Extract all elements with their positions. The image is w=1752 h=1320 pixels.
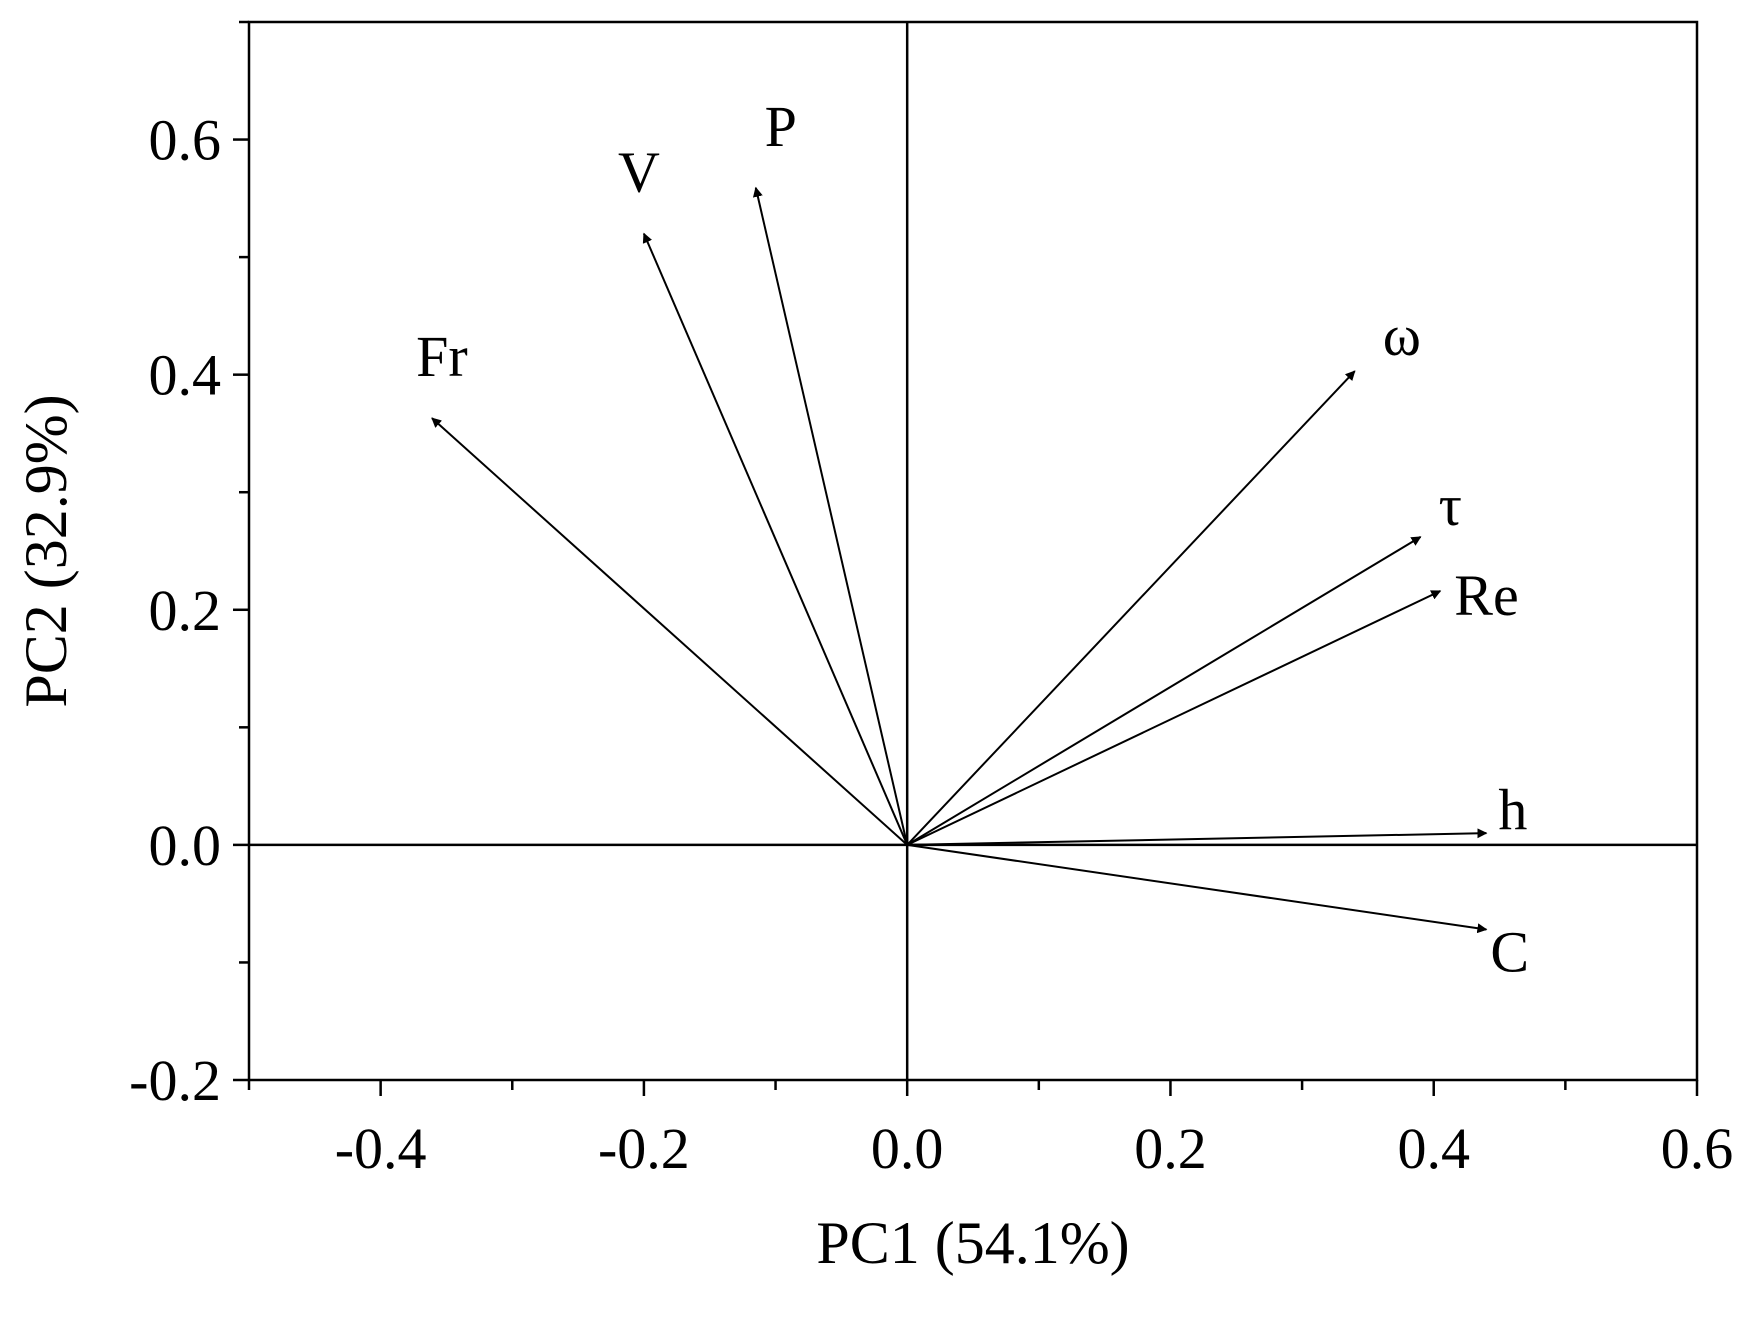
vector-label: Fr (416, 324, 468, 389)
y-tick-label: 0.6 (149, 108, 222, 173)
y-tick-label: 0.0 (149, 813, 222, 878)
x-tick-label: -0.4 (335, 1116, 427, 1181)
vector-label: τ (1439, 473, 1462, 538)
y-axis-title: PC2 (32.9%) (13, 394, 79, 707)
x-tick-labels: -0.4 -0.2 0.0 0.2 0.4 0.6 (335, 1116, 1734, 1181)
loading-vectors (431, 186, 1488, 934)
y-tick-label: 0.2 (149, 578, 222, 643)
y-tick-label: 0.4 (149, 343, 222, 408)
y-tick-label: -0.2 (129, 1048, 221, 1113)
vector-arrow-h (907, 828, 1488, 846)
x-tick-label: 0.2 (1134, 1116, 1207, 1181)
x-tick-label: 0.0 (871, 1116, 944, 1181)
x-tick-label: 0.6 (1661, 1116, 1734, 1181)
vector-arrow-Fr (431, 417, 908, 846)
plot-frame (247, 20, 1699, 1082)
vector-label: h (1498, 777, 1527, 842)
vector-label: Re (1454, 563, 1518, 628)
x-tick-label: 0.4 (1397, 1116, 1470, 1181)
vector-arrow-Re (906, 590, 1442, 846)
vector-arrow-ω (906, 370, 1356, 846)
vector-label: ω (1383, 303, 1421, 368)
y-tick-labels: -0.2 0.0 0.2 0.4 0.6 (129, 108, 221, 1113)
vector-label: P (765, 94, 797, 159)
axis-ticks (233, 20, 1699, 1096)
x-tick-label: -0.2 (598, 1116, 690, 1181)
x-axis-title: PC1 (54.1%) (816, 1210, 1129, 1276)
vector-arrow-P (752, 186, 909, 846)
vector-label: C (1490, 920, 1529, 985)
vector-labels: Fr V Pω τ Re h C (416, 94, 1529, 985)
vector-arrow-τ (906, 536, 1422, 846)
vector-arrow-V (642, 232, 909, 846)
vector-arrow-C (907, 843, 1488, 934)
vector-label: V (618, 140, 660, 205)
